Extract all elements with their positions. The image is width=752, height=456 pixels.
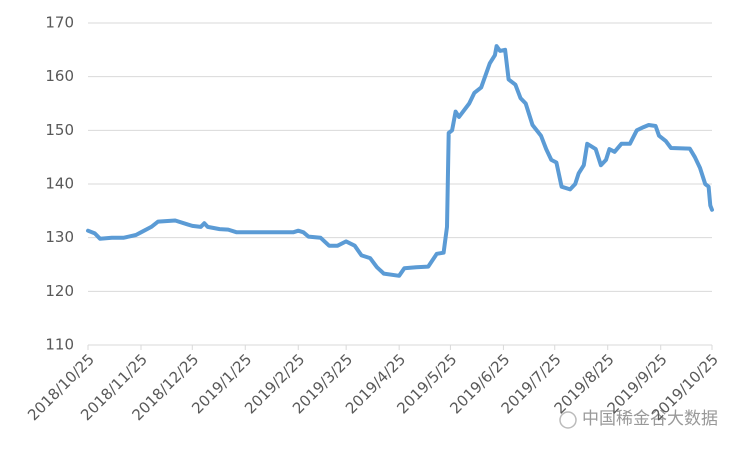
y-tick-label: 110 (45, 336, 74, 354)
y-tick-label: 150 (45, 121, 74, 139)
watermark: 中国稀金谷大数据 (582, 409, 718, 429)
watermark-icon (559, 411, 577, 429)
y-tick-label: 130 (45, 228, 74, 246)
y-tick-label: 160 (45, 67, 74, 85)
y-tick-label: 170 (45, 14, 74, 32)
line (86, 44, 714, 278)
y-tick-label: 140 (45, 175, 74, 193)
y-tick-label: 120 (45, 282, 74, 300)
